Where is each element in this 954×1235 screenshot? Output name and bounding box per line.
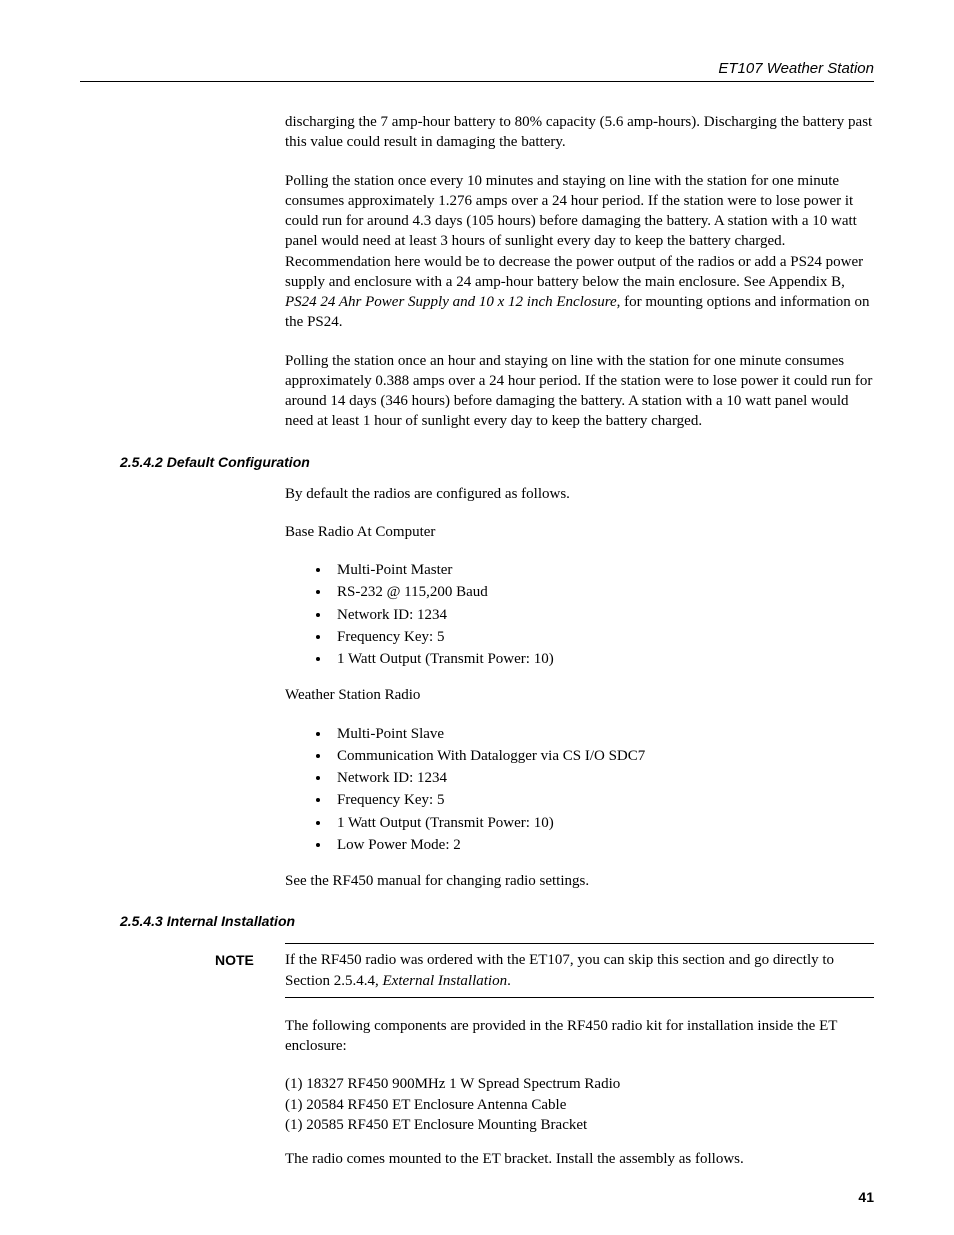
paragraph: The radio comes mounted to the ET bracke… xyxy=(285,1149,874,1169)
text-run: . xyxy=(507,973,511,989)
cross-reference: External Installation xyxy=(383,973,508,989)
subheading-station-radio: Weather Station Radio xyxy=(285,685,874,705)
section-heading-2543: 2.5.4.3 Internal Installation xyxy=(120,913,874,929)
list-item: Multi-Point Master xyxy=(331,560,874,580)
body-column: discharging the 7 amp-hour battery to 80… xyxy=(285,112,874,432)
list-item: Communication With Datalogger via CS I/O… xyxy=(331,746,874,766)
paragraph: Polling the station once every 10 minute… xyxy=(285,171,874,333)
note-text: If the RF450 radio was ordered with the … xyxy=(285,950,874,991)
list-item: Network ID: 1234 xyxy=(331,768,874,788)
running-header: ET107 Weather Station xyxy=(80,60,874,77)
page-number: 41 xyxy=(858,1189,874,1205)
list-item: Low Power Mode: 2 xyxy=(331,835,874,855)
component-line: (1) 20584 RF450 ET Enclosure Antenna Cab… xyxy=(285,1095,874,1115)
note-rule-top xyxy=(285,943,874,944)
bullet-list-base: Multi-Point Master RS-232 @ 115,200 Baud… xyxy=(285,560,874,669)
note-label: NOTE xyxy=(215,950,285,968)
list-item: Network ID: 1234 xyxy=(331,605,874,625)
body-column: The following components are provided in… xyxy=(285,1016,874,1170)
list-item: Multi-Point Slave xyxy=(331,724,874,744)
component-line: (1) 20585 RF450 ET Enclosure Mounting Br… xyxy=(285,1115,874,1135)
paragraph: discharging the 7 amp-hour battery to 80… xyxy=(285,112,874,153)
list-item: RS-232 @ 115,200 Baud xyxy=(331,582,874,602)
paragraph: See the RF450 manual for changing radio … xyxy=(285,871,874,891)
subheading-base-radio: Base Radio At Computer xyxy=(285,522,874,542)
paragraph: Polling the station once an hour and sta… xyxy=(285,351,874,432)
text-run: Polling the station once every 10 minute… xyxy=(285,173,863,290)
paragraph: The following components are provided in… xyxy=(285,1016,874,1057)
component-line: (1) 18327 RF450 900MHz 1 W Spread Spectr… xyxy=(285,1074,874,1094)
page-container: ET107 Weather Station discharging the 7 … xyxy=(0,0,954,1235)
note-rule-bottom xyxy=(285,997,874,998)
list-item: Frequency Key: 5 xyxy=(331,627,874,647)
component-list: (1) 18327 RF450 900MHz 1 W Spread Spectr… xyxy=(285,1074,874,1135)
bullet-list-station: Multi-Point Slave Communication With Dat… xyxy=(285,724,874,856)
list-item: 1 Watt Output (Transmit Power: 10) xyxy=(331,649,874,669)
header-rule xyxy=(80,81,874,82)
list-item: 1 Watt Output (Transmit Power: 10) xyxy=(331,813,874,833)
paragraph: By default the radios are configured as … xyxy=(285,484,874,504)
section-heading-2542: 2.5.4.2 Default Configuration xyxy=(120,454,874,470)
appendix-reference: PS24 24 Ahr Power Supply and 10 x 12 inc… xyxy=(285,294,617,310)
note-block: NOTE If the RF450 radio was ordered with… xyxy=(215,943,874,998)
body-column: By default the radios are configured as … xyxy=(285,484,874,892)
list-item: Frequency Key: 5 xyxy=(331,790,874,810)
text-run: If the RF450 radio was ordered with the … xyxy=(285,952,834,988)
